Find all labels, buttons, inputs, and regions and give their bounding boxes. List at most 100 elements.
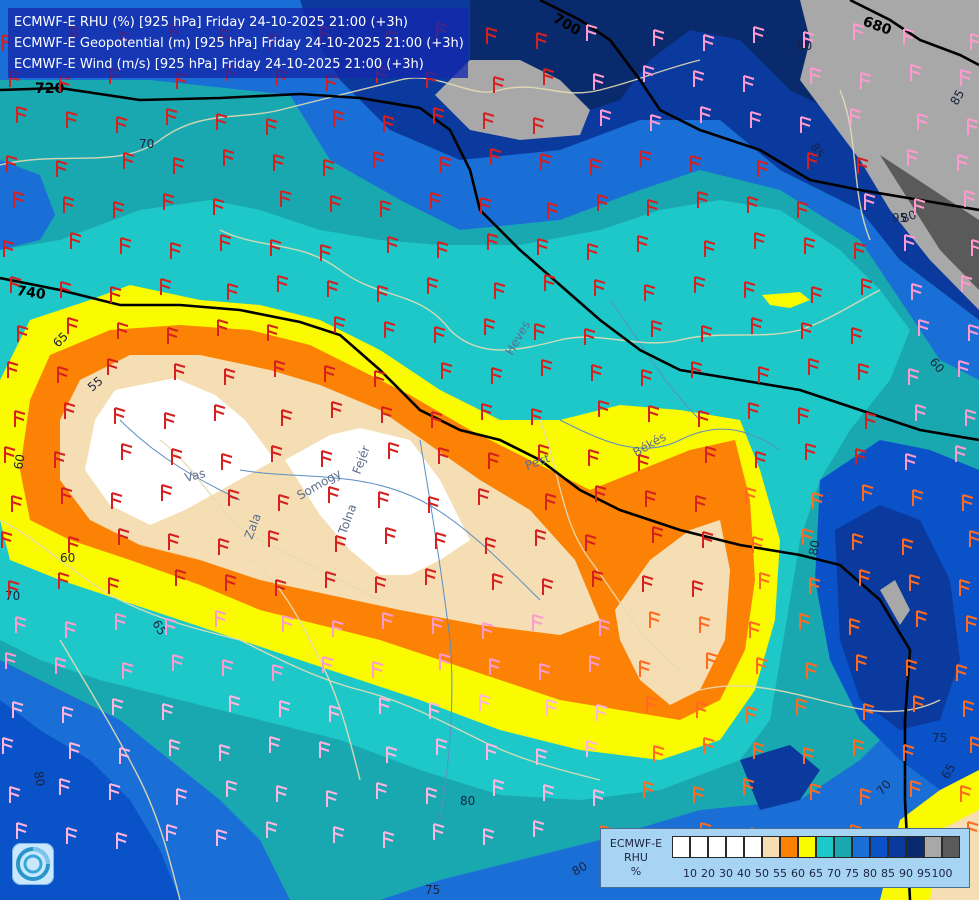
wind-barb bbox=[119, 747, 131, 764]
legend-swatches bbox=[672, 836, 960, 858]
wind-barb bbox=[320, 244, 332, 261]
wind-barb bbox=[596, 704, 608, 721]
legend-swatch bbox=[924, 836, 942, 858]
legend-swatch bbox=[888, 836, 906, 858]
wind-barb bbox=[860, 788, 872, 805]
wind-barb bbox=[693, 786, 705, 803]
wind-barb bbox=[384, 321, 396, 338]
legend-title-line-1: ECMWF-E bbox=[609, 837, 663, 850]
legend-label: 30 bbox=[719, 867, 733, 880]
wind-barb bbox=[483, 828, 495, 845]
wind-barb bbox=[855, 448, 867, 465]
wind-barb bbox=[427, 277, 439, 294]
wind-barb bbox=[325, 571, 337, 588]
wind-barb bbox=[62, 706, 74, 723]
rivers bbox=[119, 299, 781, 821]
rh-label: 60 bbox=[60, 551, 75, 565]
wind-barb bbox=[268, 530, 280, 547]
wind-barb bbox=[333, 826, 345, 843]
wind-barb bbox=[172, 654, 184, 671]
wind-barb bbox=[478, 488, 490, 505]
wind-barb bbox=[808, 358, 820, 375]
title-wind: ECMWF-E Wind (m/s) [925 hPa] Friday 24-1… bbox=[14, 57, 424, 72]
wind-barb bbox=[651, 320, 663, 337]
wind-barb bbox=[703, 737, 715, 754]
wind-barb bbox=[864, 193, 876, 210]
legend-swatch bbox=[852, 836, 870, 858]
rh-label: 60 bbox=[11, 453, 27, 470]
wind-barb bbox=[963, 700, 975, 717]
wind-barb bbox=[57, 366, 69, 383]
wind-barb bbox=[904, 234, 916, 251]
geo-label-740: 740 bbox=[15, 283, 46, 303]
wind-barb bbox=[640, 150, 652, 167]
wind-barb bbox=[968, 324, 979, 341]
wind-barb bbox=[903, 744, 915, 761]
rh-area-yellow-spot bbox=[762, 292, 810, 308]
wind-barb bbox=[330, 195, 342, 212]
wind-barb bbox=[168, 533, 180, 550]
wind-barb bbox=[967, 118, 979, 135]
wind-barb bbox=[960, 69, 972, 86]
wind-barb bbox=[590, 158, 602, 175]
wind-barb bbox=[165, 618, 177, 635]
wind-barb bbox=[543, 784, 555, 801]
wind-barb bbox=[650, 114, 662, 131]
wind-barb bbox=[437, 241, 449, 258]
wind-barb bbox=[428, 496, 440, 513]
title-geopotential: ECMWF-E Geopotential (m) [925 hPa] Frida… bbox=[14, 36, 464, 51]
wind-barb bbox=[173, 157, 185, 174]
wind-barb bbox=[54, 451, 66, 468]
wind-barb bbox=[335, 535, 347, 552]
legend-title-line-2: RHU bbox=[624, 851, 648, 864]
wind-barb bbox=[916, 610, 928, 627]
wind-barb bbox=[221, 453, 233, 470]
wind-barb bbox=[387, 236, 399, 253]
legend-swatch bbox=[780, 836, 798, 858]
wind-barb bbox=[753, 26, 765, 43]
wind-barb bbox=[756, 657, 768, 674]
wind-barb bbox=[433, 107, 445, 124]
wind-barb bbox=[329, 705, 341, 722]
wind-barb bbox=[175, 569, 187, 586]
rh-label: 65 bbox=[149, 618, 169, 638]
wind-barb bbox=[15, 616, 27, 633]
wind-barb bbox=[910, 780, 922, 797]
admin-borders bbox=[0, 59, 941, 900]
wind-barb bbox=[383, 115, 395, 132]
wind-barb bbox=[323, 159, 335, 176]
legend-label: 55 bbox=[773, 867, 787, 880]
wind-barb bbox=[383, 831, 395, 848]
wind-barb bbox=[796, 698, 808, 715]
rh-area-wheat-east bbox=[615, 520, 730, 705]
wind-barb bbox=[269, 736, 281, 753]
wind-barb bbox=[850, 108, 862, 125]
wind-barb bbox=[331, 401, 343, 418]
legend-label: 80 bbox=[863, 867, 877, 880]
wind-barb bbox=[745, 487, 757, 504]
wind-barb bbox=[167, 327, 179, 344]
wind-barb bbox=[223, 149, 235, 166]
wind-barb bbox=[226, 780, 238, 797]
wind-barb bbox=[382, 612, 394, 629]
rh-label: 80 bbox=[806, 539, 822, 556]
wind-barb bbox=[328, 486, 340, 503]
wind-barb bbox=[915, 404, 927, 421]
wind-barb bbox=[969, 530, 979, 547]
wind-barb bbox=[10, 276, 22, 293]
wind-barb bbox=[224, 368, 236, 385]
wind-barb bbox=[65, 621, 77, 638]
wind-barb bbox=[799, 613, 811, 630]
wind-barb bbox=[865, 412, 877, 429]
legend-label: 60 bbox=[791, 867, 805, 880]
legend-swatch bbox=[834, 836, 852, 858]
wind-barb bbox=[852, 533, 864, 550]
wind-barb bbox=[372, 661, 384, 678]
legend-swatch bbox=[708, 836, 726, 858]
rh-area-blue-west bbox=[0, 160, 55, 250]
wind-barb bbox=[275, 579, 287, 596]
wind-barb bbox=[219, 744, 231, 761]
wind-barb bbox=[378, 491, 390, 508]
wind-barb bbox=[643, 65, 655, 82]
